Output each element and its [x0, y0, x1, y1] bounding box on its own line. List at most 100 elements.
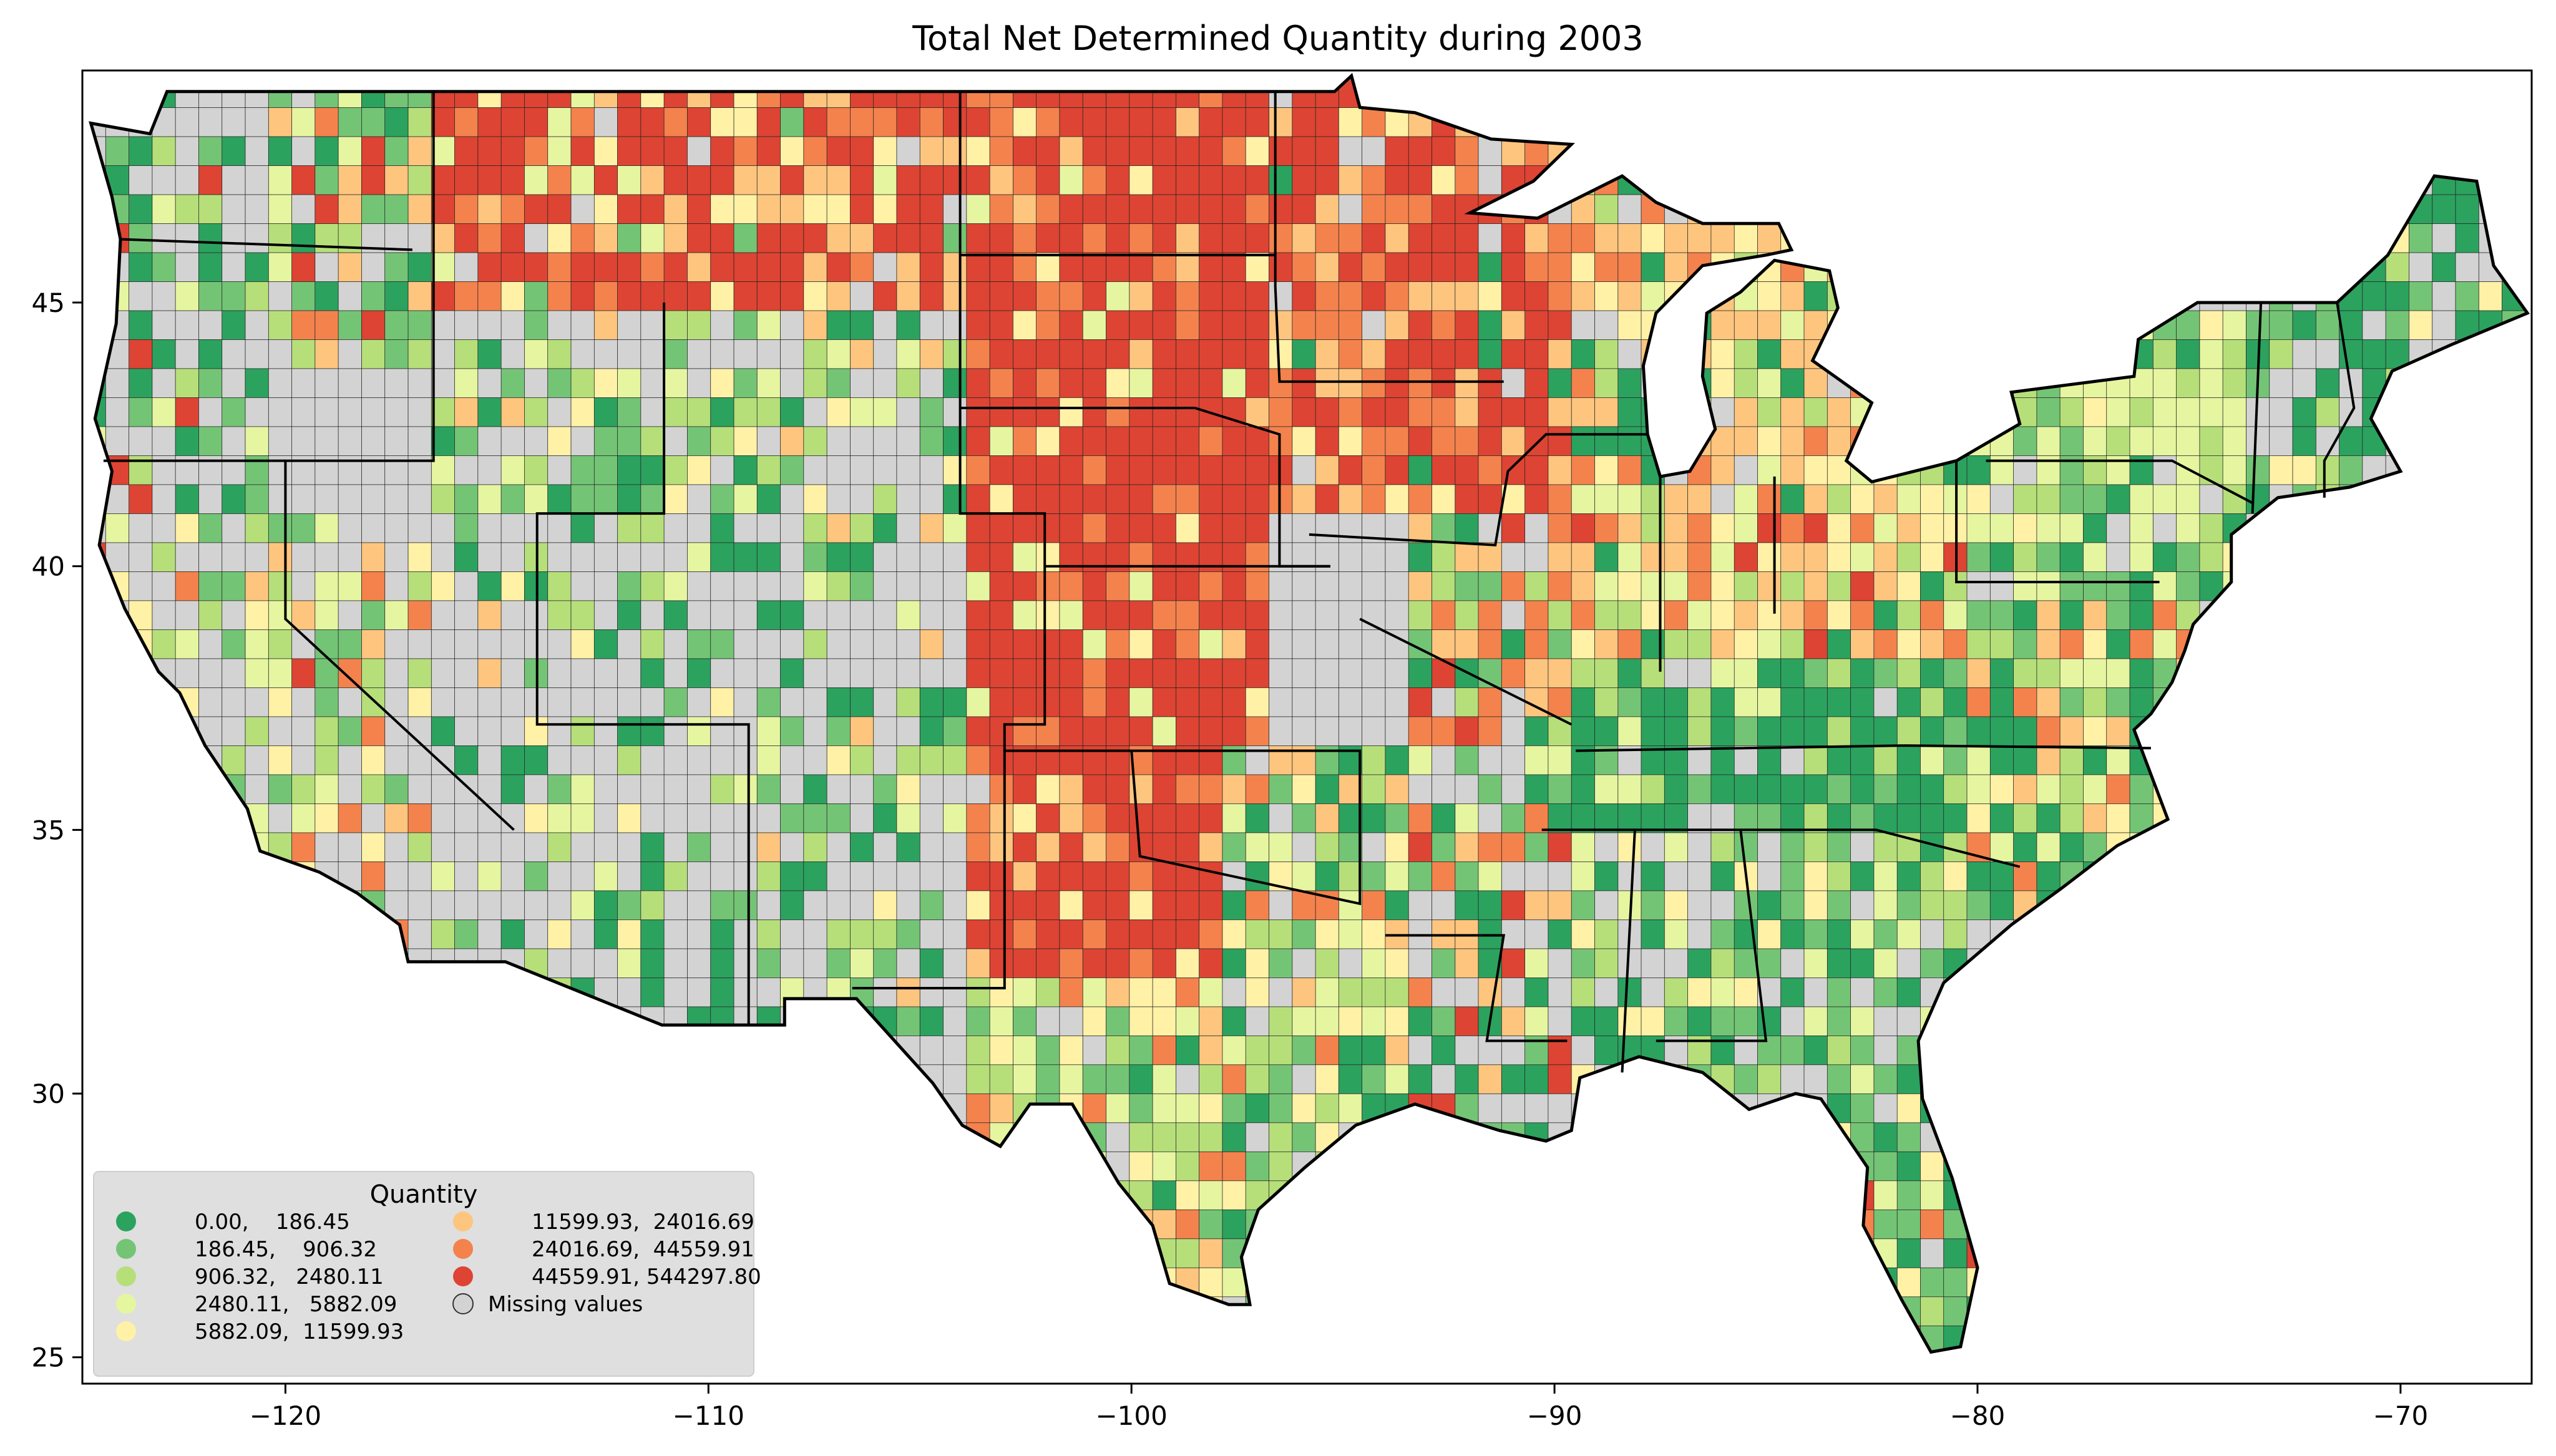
county-cell: [500, 542, 525, 572]
county-cell: [1919, 223, 1944, 253]
county-cell: [1106, 948, 1130, 978]
county-cell: [2292, 1325, 2316, 1352]
county-cell: [2362, 600, 2386, 630]
county-cell: [1524, 1151, 1549, 1182]
county-cell: [1734, 310, 1758, 340]
county-cell: [803, 75, 827, 79]
county-cell: [2269, 223, 2293, 253]
county-cell: [1408, 658, 1433, 688]
county-cell: [2315, 861, 2340, 891]
county-cell: [524, 223, 549, 253]
county-cell: [640, 281, 665, 311]
county-cell: [1896, 571, 1921, 601]
county-cell: [291, 774, 316, 804]
county-cell: [2315, 803, 2340, 833]
county-cell: [733, 774, 758, 804]
county-cell: [640, 165, 665, 195]
county-cell: [454, 455, 479, 485]
county-cell: [2106, 1325, 2130, 1352]
county-cell: [1571, 78, 1596, 108]
county-cell: [1966, 1035, 1991, 1065]
county-cell: [617, 339, 641, 369]
county-cell: [2082, 1035, 2107, 1065]
county-cell: [2315, 919, 2340, 949]
county-cell: [268, 919, 293, 949]
county-cell: [175, 977, 200, 1007]
county-cell: [1850, 1325, 1875, 1352]
county-cell: [710, 194, 734, 224]
county-cell: [2037, 1355, 2061, 1384]
county-cell: [2269, 687, 2293, 717]
county-cell: [500, 1064, 525, 1094]
county-cell: [2082, 75, 2107, 79]
county-cell: [593, 455, 618, 485]
county-cell: [2199, 803, 2223, 833]
county-cell: [2199, 1151, 2223, 1182]
county-cell: [1757, 281, 1782, 311]
county-cell: [2013, 339, 2037, 369]
county-cell: [129, 78, 153, 108]
county-cell: [2036, 1238, 2061, 1268]
county-cell: [2385, 1325, 2410, 1352]
state-border: [1986, 459, 2253, 504]
county-cell: [1501, 1238, 1526, 1268]
county-cell: [1222, 687, 1246, 717]
county-cell: [1478, 1064, 1502, 1094]
county-cell: [1524, 1296, 1549, 1326]
county-cell: [222, 803, 246, 833]
county-cell: [2036, 223, 2061, 253]
county-cell: [1710, 1267, 1735, 1298]
county-cell: [2152, 223, 2177, 253]
county-cell: [198, 832, 223, 862]
county-cell: [1548, 774, 1572, 804]
county-cell: [2269, 484, 2293, 514]
county-cell: [1152, 861, 1177, 891]
county-cell: [1919, 1180, 1944, 1210]
county-cell: [966, 194, 990, 224]
county-cell: [780, 774, 804, 804]
county-cell: [2478, 484, 2503, 514]
county-cell: [105, 629, 130, 659]
county-cell: [198, 339, 223, 369]
county-cell: [2432, 252, 2456, 282]
county-cell: [2362, 78, 2386, 108]
county-cell: [687, 455, 711, 485]
county-cell: [1385, 75, 1409, 79]
county-cell: [2292, 687, 2316, 717]
county-cell: [2432, 1093, 2456, 1124]
county-cell: [1222, 948, 1246, 978]
county-cell: [1059, 1122, 1083, 1152]
county-cell: [1873, 658, 1898, 688]
county-cell: [2082, 629, 2107, 659]
county-cell: [2106, 223, 2130, 253]
county-cell: [2152, 1180, 2177, 1210]
county-cell: [2059, 1267, 2084, 1298]
county-cell: [826, 716, 851, 746]
county-cell: [2013, 658, 2037, 688]
county-cell: [1850, 368, 1875, 398]
county-cell: [1082, 136, 1107, 166]
county-cell: [2478, 1093, 2503, 1124]
county-cell: [896, 107, 920, 137]
county-cell: [2082, 1180, 2107, 1210]
county-cell: [2339, 629, 2363, 659]
county-cell: [896, 1325, 920, 1352]
county-cell: [268, 194, 293, 224]
county-cell: [291, 571, 316, 601]
county-cell: [687, 1093, 711, 1124]
county-cell: [454, 803, 479, 833]
county-cell: [1036, 339, 1060, 369]
county-cell: [1571, 832, 1596, 862]
county-cell: [640, 75, 665, 79]
county-cell: [989, 339, 1014, 369]
county-cell: [175, 919, 200, 949]
county-cell: [268, 1006, 293, 1036]
county-cell: [1896, 1209, 1921, 1240]
county-cell: [1129, 136, 1153, 166]
county-cell: [1036, 194, 1060, 224]
county-cell: [1850, 339, 1875, 369]
county-cell: [2432, 223, 2456, 253]
county-cell: [1106, 281, 1130, 311]
county-cell: [966, 1267, 990, 1298]
county-cell: [2082, 107, 2107, 137]
